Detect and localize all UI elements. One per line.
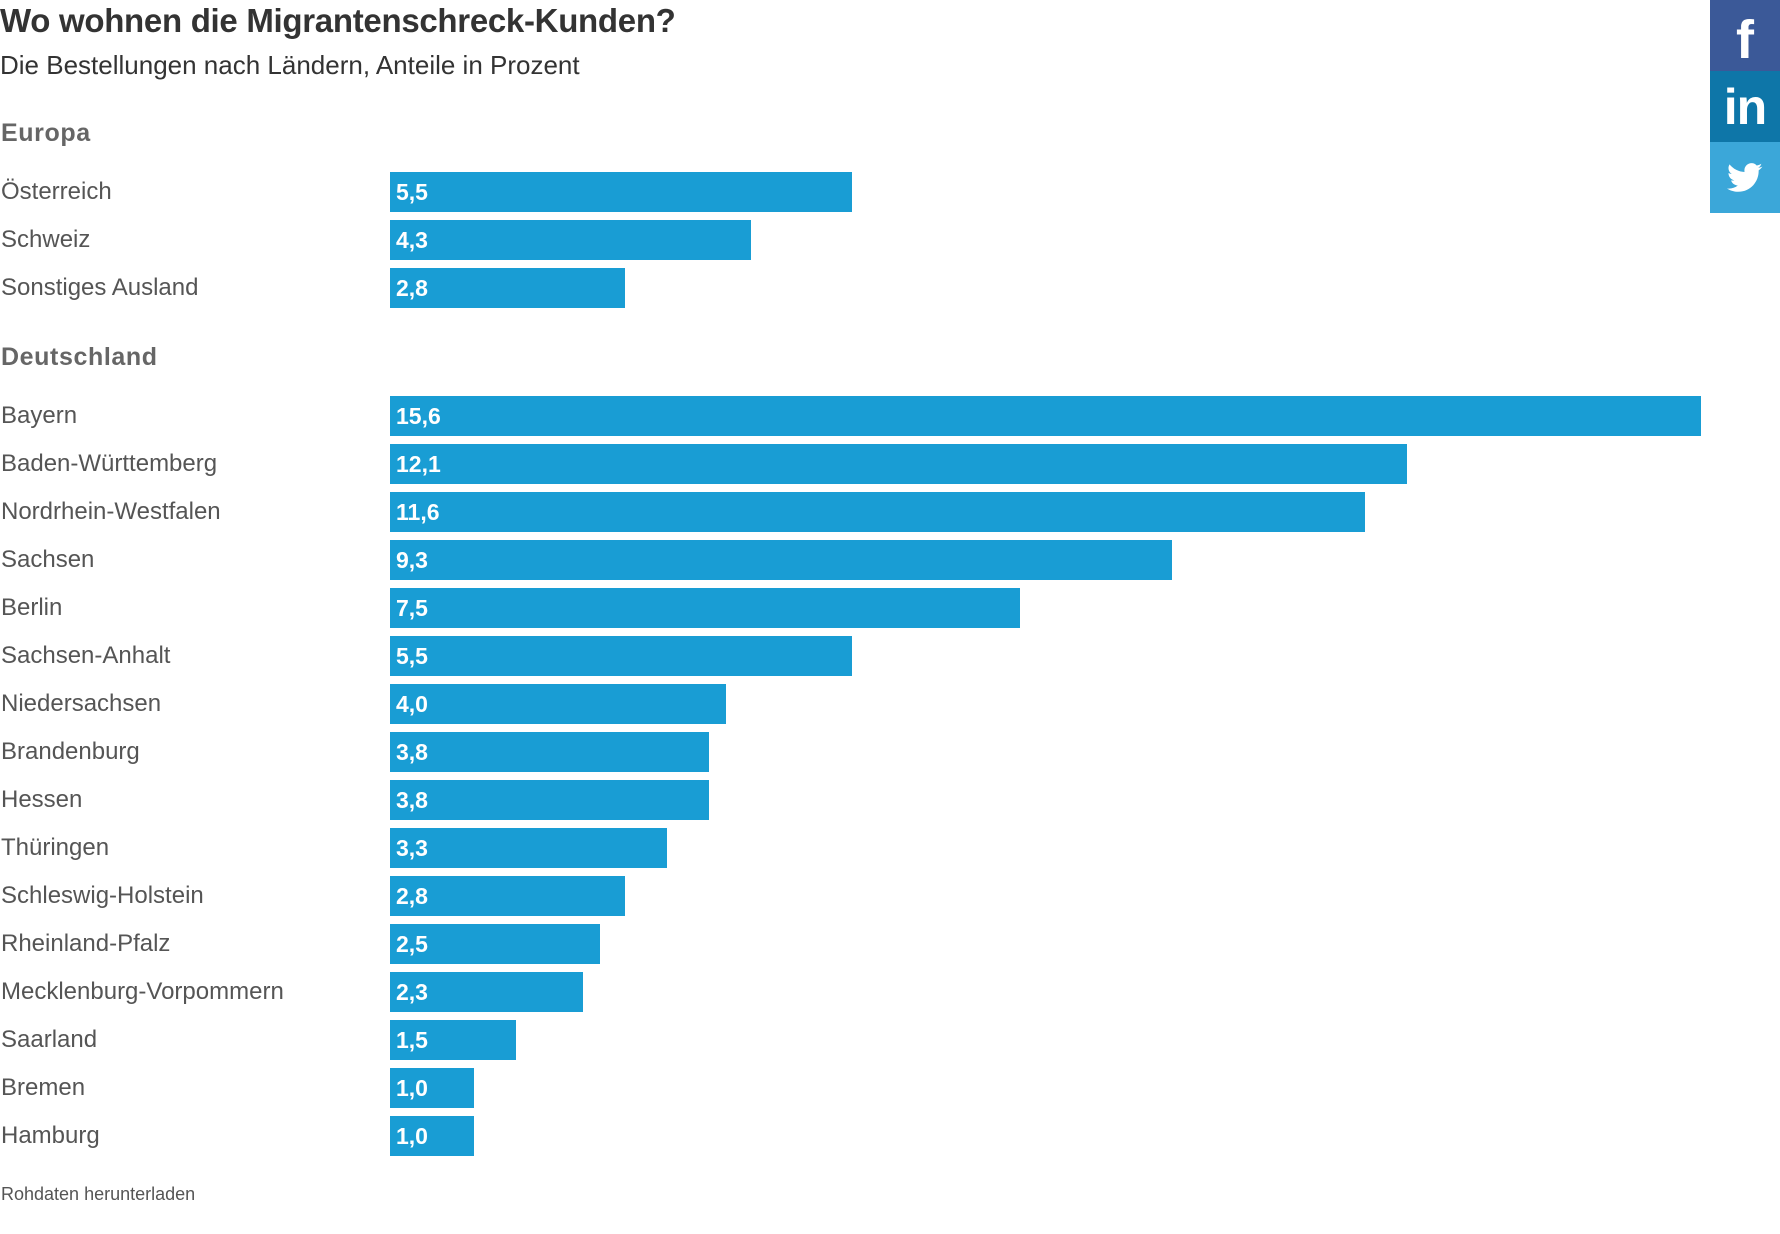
bar: 1,0 bbox=[390, 1068, 474, 1108]
facebook-share-button[interactable]: f bbox=[1710, 0, 1780, 71]
bar: 3,8 bbox=[390, 732, 709, 772]
category-label: Hessen bbox=[1, 786, 83, 813]
category-label: Thüringen bbox=[1, 834, 110, 861]
bar-value-label: 2,8 bbox=[396, 275, 428, 301]
category-label: Saarland bbox=[1, 1026, 98, 1053]
bar: 7,5 bbox=[390, 588, 1020, 628]
bar: 3,3 bbox=[390, 828, 667, 868]
bar: 3,8 bbox=[390, 780, 709, 820]
category-label: Sachsen bbox=[1, 546, 95, 573]
bar-value-label: 2,5 bbox=[396, 931, 428, 957]
bar: 5,5 bbox=[390, 172, 852, 212]
category-label: Berlin bbox=[1, 594, 63, 621]
bar: 15,6 bbox=[390, 396, 1701, 436]
bar: 2,5 bbox=[390, 924, 600, 964]
bar-value-label: 5,5 bbox=[396, 643, 428, 669]
category-label: Hamburg bbox=[1, 1122, 100, 1149]
category-label: Schweiz bbox=[1, 226, 91, 253]
bar: 9,3 bbox=[390, 540, 1172, 580]
bar: 5,5 bbox=[390, 636, 852, 676]
bar-value-label: 5,5 bbox=[396, 179, 428, 205]
category-label: Nordrhein-Westfalen bbox=[1, 498, 221, 525]
group-header: Deutschland bbox=[1, 343, 158, 371]
category-label: Bremen bbox=[1, 1074, 86, 1101]
bar-value-label: 3,3 bbox=[396, 835, 428, 861]
group-header: Europa bbox=[1, 119, 91, 147]
category-label: Niedersachsen bbox=[1, 690, 162, 717]
category-label: Rheinland-Pfalz bbox=[1, 930, 171, 957]
twitter-icon bbox=[1727, 162, 1763, 192]
category-label: Baden-Württemberg bbox=[1, 450, 218, 477]
category-label: Brandenburg bbox=[1, 738, 140, 765]
bar-value-label: 1,0 bbox=[396, 1075, 428, 1101]
bar-value-label: 11,6 bbox=[396, 499, 440, 525]
twitter-share-button[interactable] bbox=[1710, 142, 1780, 213]
category-label: Bayern bbox=[1, 402, 78, 429]
bar-value-label: 9,3 bbox=[396, 547, 428, 573]
bar-value-label: 1,5 bbox=[396, 1027, 428, 1053]
bar: 12,1 bbox=[390, 444, 1407, 484]
category-label: Sonstiges Ausland bbox=[1, 274, 199, 301]
bar: 1,0 bbox=[390, 1116, 474, 1156]
bar: 11,6 bbox=[390, 492, 1365, 532]
bar-value-label: 7,5 bbox=[396, 595, 428, 621]
category-label: Österreich bbox=[1, 178, 112, 205]
bar: 2,3 bbox=[390, 972, 583, 1012]
share-bar: f in bbox=[1710, 0, 1780, 213]
category-label: Sachsen-Anhalt bbox=[1, 642, 171, 669]
chart-subtitle: Die Bestellungen nach Ländern, Anteile i… bbox=[0, 50, 580, 80]
category-label: Schleswig-Holstein bbox=[1, 882, 204, 909]
bar-value-label: 2,8 bbox=[396, 883, 428, 909]
bar-value-label: 2,3 bbox=[396, 979, 428, 1005]
bar-value-label: 15,6 bbox=[396, 403, 441, 429]
bar-value-label: 1,0 bbox=[396, 1123, 428, 1149]
chart-title: Wo wohnen die Migrantenschreck-Kunden? bbox=[0, 2, 676, 39]
category-label: Mecklenburg-Vorpommern bbox=[1, 978, 284, 1005]
bar-value-label: 4,3 bbox=[396, 227, 428, 253]
bar: 2,8 bbox=[390, 876, 625, 916]
linkedin-icon: in bbox=[1723, 78, 1767, 135]
bar: 4,0 bbox=[390, 684, 726, 724]
bar: 2,8 bbox=[390, 268, 625, 308]
facebook-icon: f bbox=[1736, 9, 1754, 70]
bar-value-label: 3,8 bbox=[396, 739, 428, 765]
bar: 4,3 bbox=[390, 220, 751, 260]
bar-value-label: 12,1 bbox=[396, 451, 441, 477]
bar-value-label: 3,8 bbox=[396, 787, 428, 813]
download-raw-data-link[interactable]: Rohdaten herunterladen bbox=[1, 1184, 196, 1204]
linkedin-share-button[interactable]: in bbox=[1710, 71, 1780, 142]
bar-value-label: 4,0 bbox=[396, 691, 428, 717]
bar: 1,5 bbox=[390, 1020, 516, 1060]
